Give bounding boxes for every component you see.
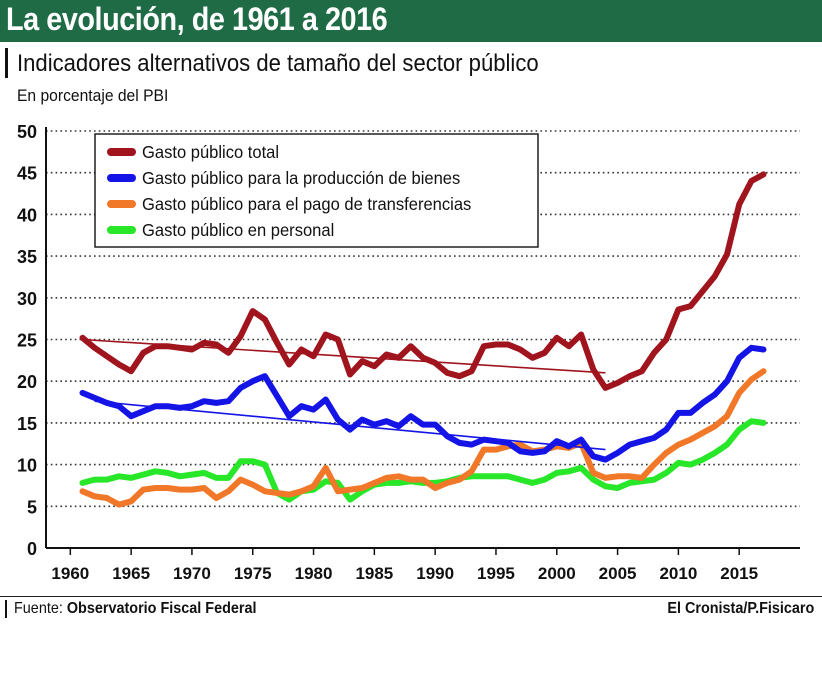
footer-divider xyxy=(0,596,822,597)
legend-box xyxy=(94,133,539,248)
source-note: Fuente: Observatorio Fiscal Federal xyxy=(14,600,257,618)
title-banner: La evolución, de 1961 a 2016 xyxy=(0,0,822,42)
legend-label: Gasto público total xyxy=(142,141,279,162)
series-line xyxy=(79,344,767,463)
credit-note: El Cronista/P.Fisicaro xyxy=(667,600,814,617)
y-tick-label: 20 xyxy=(17,372,37,392)
x-tick-label: 1970 xyxy=(173,564,211,583)
x-tick-label: 1995 xyxy=(477,564,515,583)
legend-label: Gasto público en personal xyxy=(142,219,334,240)
y-tick-label: 40 xyxy=(17,205,37,225)
x-tick-label: 1960 xyxy=(51,564,89,583)
trend-line xyxy=(94,400,606,451)
y-tick-label: 10 xyxy=(17,456,37,476)
legend-label: Gasto público para el pago de transferen… xyxy=(142,193,472,214)
x-tick-label: 1990 xyxy=(416,564,454,583)
x-tick-label: 2005 xyxy=(599,564,637,583)
x-tick-label: 1980 xyxy=(295,564,333,583)
y-tick-label: 25 xyxy=(17,331,37,351)
y-tick-label: 5 xyxy=(27,497,37,517)
y-tick-label: 35 xyxy=(17,247,37,267)
legend-label: Gasto público para la producción de bien… xyxy=(142,167,461,188)
subtitle-rule xyxy=(5,48,8,78)
source-value: Observatorio Fiscal Federal xyxy=(66,600,257,617)
series-line xyxy=(79,368,767,508)
footer-rule xyxy=(5,600,7,618)
y-tick-label: 15 xyxy=(17,414,37,434)
x-tick-label: 2010 xyxy=(659,564,697,583)
x-tick-label: 2000 xyxy=(538,564,576,583)
source-label: Fuente: xyxy=(14,600,63,617)
chart-subtitle: Indicadores alternativos de tamaño del s… xyxy=(17,50,539,77)
y-tick-label: 50 xyxy=(17,122,37,142)
y-tick-label: 0 xyxy=(27,539,37,559)
chart-unit: En porcentaje del PBI xyxy=(17,86,169,105)
x-tick-label: 1975 xyxy=(234,564,272,583)
x-tick-label: 2015 xyxy=(720,564,758,583)
y-tick-label: 45 xyxy=(17,164,37,184)
x-tick-label: 1965 xyxy=(112,564,150,583)
y-tick-label: 30 xyxy=(17,289,37,309)
line-chart: 0 5 10 15 20 25 30 35 40 45 50 1960 1965 1970 1975 1980… xyxy=(17,122,800,583)
x-tick-label: 1985 xyxy=(355,564,393,583)
trend-line xyxy=(82,338,606,374)
chart-title: La evolución, de 1961 a 2016 xyxy=(6,1,388,37)
